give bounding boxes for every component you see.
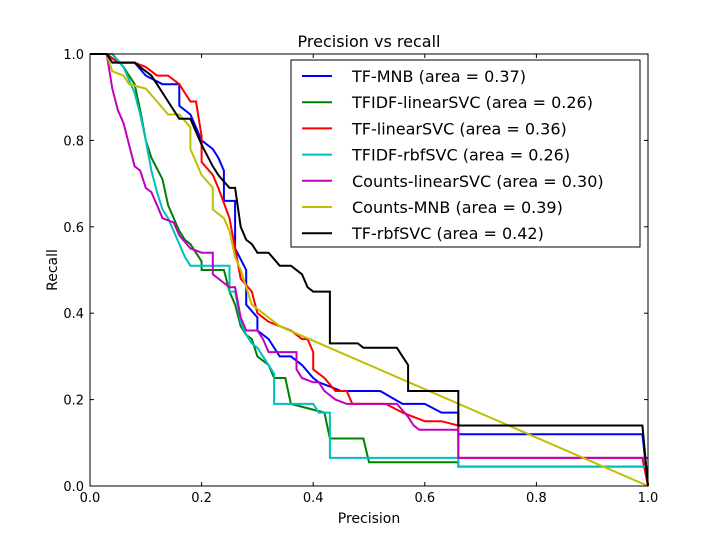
x-axis-label: Precision — [338, 511, 400, 527]
legend-label-3: TFIDF-rbfSVC (area = 0.26) — [351, 146, 570, 165]
legend-label-0: TF-MNB (area = 0.37) — [351, 67, 526, 86]
legend-label-5: Counts-MNB (area = 0.39) — [352, 198, 563, 217]
plot-frame — [89, 53, 649, 487]
legend: TF-MNB (area = 0.37) TFIDF-linearSVC (are… — [290, 59, 641, 248]
x-tick-label: 0.0 — [80, 491, 101, 506]
legend-label-2: TF-linearSVC (area = 0.36) — [351, 119, 567, 138]
legend-label-1: TFIDF-linearSVC (area = 0.26) — [351, 93, 593, 112]
y-tick-label: 0.6 — [63, 221, 84, 236]
series-line-6 — [90, 53, 649, 487]
axis-ticks: 0.0 0.2 0.4 0.6 0.8 1.0 0.0 0.2 0.4 0.6 0.8 1.0 — [63, 48, 658, 506]
y-tick-label: 0.8 — [63, 134, 84, 149]
legend-label-6: TF-rbfSVC (area = 0.42) — [351, 224, 544, 243]
x-tick-label: 0.6 — [414, 491, 435, 506]
x-tick-label: 0.2 — [191, 491, 212, 506]
x-tick-label: 0.8 — [526, 491, 547, 506]
y-tick-label: 0.0 — [63, 480, 84, 495]
series-line-3 — [90, 53, 648, 468]
legend-box — [290, 59, 641, 248]
series-lines — [90, 53, 649, 487]
x-tick-label: 0.4 — [303, 491, 324, 506]
chart-title: Precision vs recall — [298, 32, 441, 51]
series-line-4 — [90, 53, 648, 459]
y-tick-label: 0.4 — [63, 307, 84, 322]
x-tick-label: 1.0 — [638, 491, 659, 506]
series-line-0 — [90, 53, 649, 487]
y-tick-label: 1.0 — [63, 48, 84, 63]
y-tick-label: 0.2 — [63, 394, 84, 409]
series-line-2 — [90, 53, 649, 487]
series-line-5 — [90, 53, 649, 487]
y-axis-label: Recall — [45, 249, 61, 291]
legend-label-4: Counts-linearSVC (area = 0.30) — [352, 172, 604, 191]
